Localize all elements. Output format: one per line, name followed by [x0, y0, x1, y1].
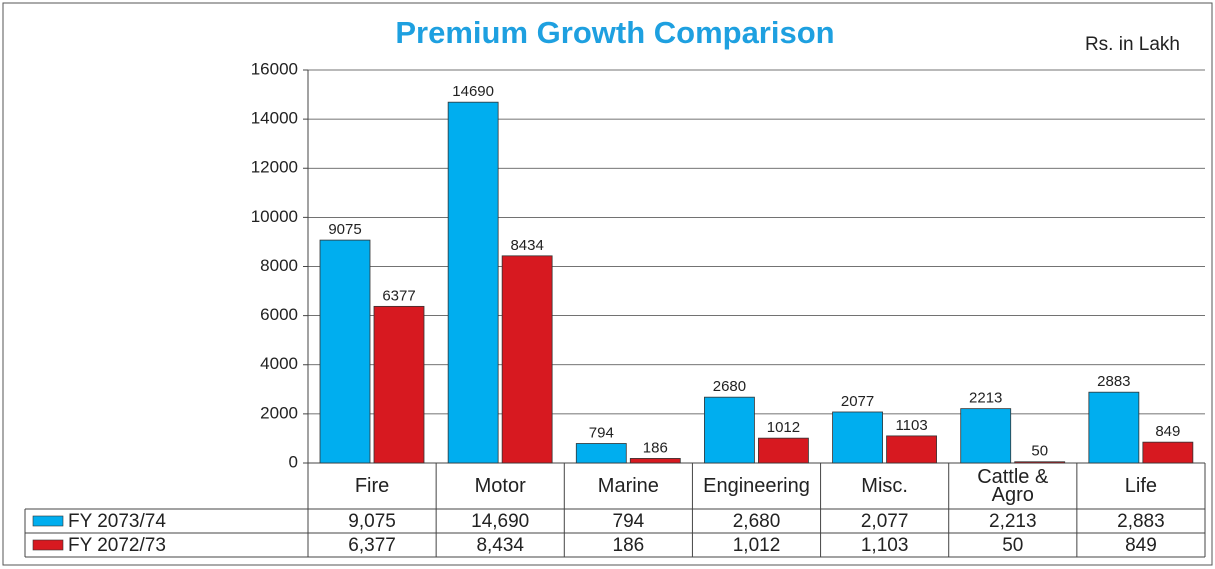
table-value: 2,883: [1117, 511, 1165, 532]
y-tick-label: 0: [289, 452, 298, 471]
y-tick-label: 12000: [251, 158, 298, 177]
bar: [373, 305, 425, 464]
y-tick-label: 16000: [251, 59, 298, 78]
bar: [1142, 441, 1194, 464]
data-label: 794: [589, 424, 614, 441]
bar: [575, 443, 627, 464]
legend-swatch: [32, 515, 64, 527]
table-value: 1,103: [861, 535, 909, 556]
data-label: 6377: [382, 287, 415, 304]
table-value: 794: [613, 511, 645, 532]
bar: [1014, 461, 1066, 464]
table-value: 8,434: [476, 535, 524, 556]
chart-title: Premium Growth Comparison: [395, 15, 834, 50]
table-value: 2,213: [989, 511, 1037, 532]
y-tick-label: 10000: [251, 207, 298, 226]
y-tick-label: 4000: [260, 354, 298, 373]
x-tick-label: Engineering: [703, 475, 810, 497]
data-label: 2680: [713, 378, 746, 395]
table-value: 1,012: [733, 535, 781, 556]
data-label: 9075: [328, 221, 361, 238]
y-tick-label: 2000: [260, 403, 298, 422]
bar: [704, 396, 755, 464]
table-value: 849: [1125, 535, 1157, 556]
x-tick-label: Marine: [597, 475, 659, 497]
bar: [1088, 391, 1140, 464]
bar: [758, 437, 809, 464]
legend-label: FY 2073/74: [68, 511, 166, 532]
x-tick-label: Motor: [474, 475, 526, 497]
data-label: 8434: [510, 237, 543, 254]
bar: [832, 411, 883, 464]
bar: [886, 435, 937, 464]
y-tick-label: 14000: [251, 109, 298, 128]
legend-label: FY 2072/73: [68, 535, 166, 556]
data-label: 1012: [767, 419, 800, 436]
legend-swatch: [32, 539, 64, 551]
bar: [319, 239, 371, 464]
data-label: 186: [643, 439, 668, 456]
table-value: 14,690: [471, 511, 529, 532]
table-value: 186: [613, 535, 645, 556]
table-value: 6,377: [348, 535, 396, 556]
bar: [447, 101, 499, 464]
data-label: 2077: [841, 393, 874, 410]
bar: [629, 458, 681, 464]
data-label: 2213: [969, 390, 1002, 407]
x-tick-label: Life: [1124, 475, 1158, 497]
y-tick-label: 6000: [260, 305, 298, 324]
table-value: 50: [1002, 535, 1023, 556]
unit-note: Rs. in Lakh: [1085, 34, 1180, 55]
data-label: 14690: [452, 83, 494, 100]
bar: [960, 408, 1012, 464]
y-tick-label: 8000: [260, 256, 298, 275]
table-value: 2,077: [861, 511, 909, 532]
data-label: 1103: [895, 417, 927, 434]
x-tick-label: Cattle & Agro: [977, 466, 1049, 506]
table-value: 9,075: [348, 511, 396, 532]
bar: [501, 255, 553, 464]
data-label: 2883: [1097, 373, 1130, 390]
table-value: 2,680: [733, 511, 781, 532]
x-tick-label: Fire: [354, 475, 390, 497]
data-label: 50: [1031, 443, 1048, 460]
x-tick-label: Misc.: [861, 475, 908, 497]
data-label: 849: [1155, 423, 1180, 440]
